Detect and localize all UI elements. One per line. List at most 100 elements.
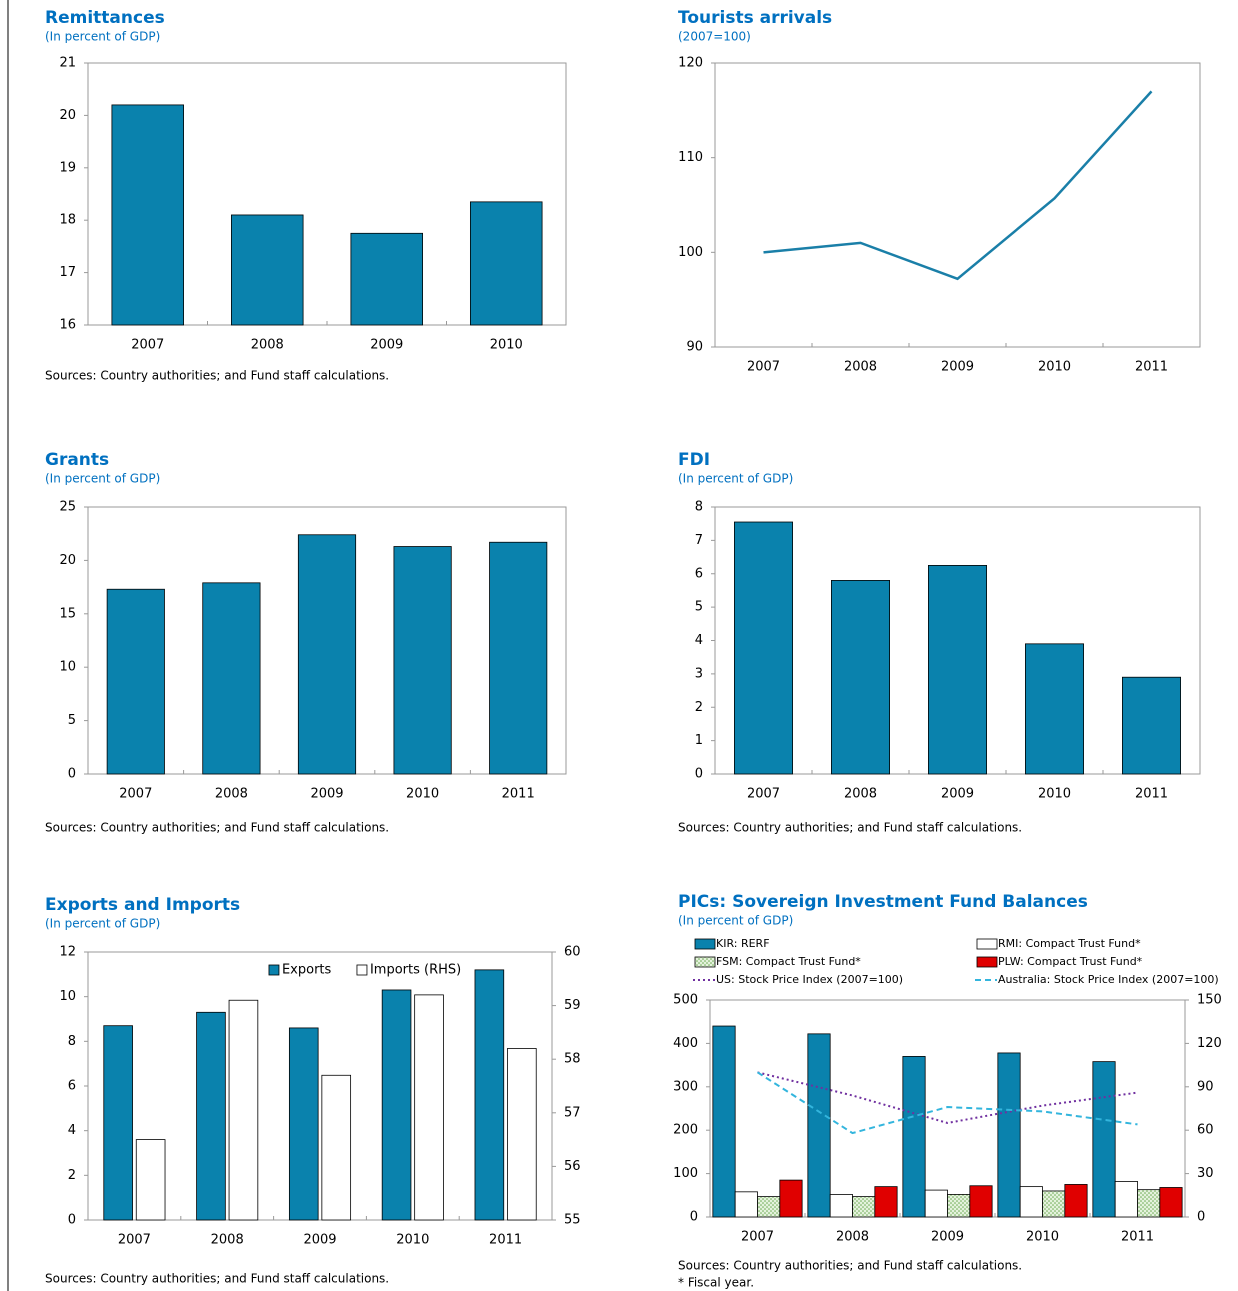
x-tick-label: 2011 (1135, 360, 1168, 375)
x-tick-label: 2010 (1038, 787, 1071, 802)
y-tick-label: 500 (673, 993, 698, 1008)
bar (474, 969, 505, 1221)
y-tick-label: 8 (68, 1034, 76, 1049)
bar (947, 1194, 971, 1218)
chart-title: FDI (678, 450, 710, 470)
y-tick-label: 2 (695, 700, 703, 715)
bar (202, 582, 261, 775)
line (756, 1071, 1138, 1135)
bar (1092, 1061, 1116, 1218)
legend-label: Exports (282, 963, 332, 978)
y-tick-label: 16 (59, 318, 76, 333)
y-tick-label: 6 (695, 566, 703, 581)
y-tick-label: 400 (673, 1036, 698, 1051)
bar (969, 1185, 993, 1218)
x-tick-label: 2007 (118, 1233, 151, 1248)
source-note: Sources: Country authorities; and Fund s… (45, 1272, 389, 1286)
legend-label: Imports (RHS) (370, 963, 461, 978)
chart-subtitle: (In percent of GDP) (678, 472, 793, 486)
legend-label: US: Stock Price Index (2007=100) (716, 973, 903, 986)
footnote: * Fiscal year. (678, 1276, 754, 1290)
y2-tick-label: 0 (1197, 1210, 1205, 1225)
y-tick-label: 100 (678, 245, 703, 260)
y2-tick-label: 120 (1197, 1036, 1222, 1051)
y2-tick-label: 58 (564, 1052, 581, 1067)
y-tick-label: 17 (59, 265, 76, 280)
y-tick-label: 0 (695, 767, 703, 782)
legend-label: KIR: RERF (716, 937, 770, 950)
legend-swatch (356, 964, 368, 976)
legend-swatch (976, 956, 998, 968)
bar (469, 201, 543, 326)
bar (321, 1074, 352, 1221)
y-tick-label: 2 (68, 1168, 76, 1183)
legend-swatch (976, 938, 998, 950)
y2-tick-label: 90 (1197, 1079, 1214, 1094)
y-tick-label: 0 (68, 767, 76, 782)
chart-title: Remittances (45, 8, 165, 28)
bar (712, 1025, 736, 1218)
x-tick-label: 2009 (941, 360, 974, 375)
x-tick-label: 2008 (844, 360, 877, 375)
bar (414, 994, 444, 1221)
y-tick-label: 8 (695, 500, 703, 515)
bar (106, 588, 165, 775)
bar (111, 104, 184, 326)
bar (1122, 676, 1182, 775)
x-tick-label: 2007 (747, 787, 780, 802)
y-tick-label: 25 (59, 500, 76, 515)
bar (393, 546, 452, 775)
y-tick-label: 4 (68, 1123, 76, 1138)
x-tick-label: 2009 (941, 787, 974, 802)
legend-swatch (268, 964, 280, 976)
x-tick-label: 2007 (131, 338, 164, 353)
chart-subtitle: (In percent of GDP) (45, 917, 160, 931)
bar (103, 1025, 133, 1221)
bar (997, 1052, 1021, 1218)
bar (757, 1196, 781, 1218)
y-tick-label: 110 (678, 150, 703, 165)
x-tick-label: 2008 (215, 787, 248, 802)
legend-label: FSM: Compact Trust Fund* (716, 955, 861, 968)
x-tick-label: 2011 (502, 787, 535, 802)
chart-title: Exports and Imports (45, 895, 240, 915)
chart-subtitle: (2007=100) (678, 30, 751, 44)
source-note: Sources: Country authorities; and Fund s… (45, 369, 389, 383)
bar (196, 1011, 226, 1221)
source-note: Sources: Country authorities; and Fund s… (678, 1259, 1022, 1273)
y-tick-label: 7 (695, 533, 703, 548)
y-tick-label: 5 (695, 600, 703, 615)
y-tick-label: 10 (59, 989, 76, 1004)
legend-label: PLW: Compact Trust Fund* (998, 955, 1143, 968)
bar (135, 1139, 166, 1221)
chart-subtitle: (In percent of GDP) (45, 30, 160, 44)
bar (288, 1027, 319, 1221)
x-tick-label: 2010 (1038, 360, 1071, 375)
x-tick-label: 2010 (1026, 1230, 1059, 1245)
x-tick-label: 2007 (747, 360, 780, 375)
x-tick-label: 2008 (836, 1230, 869, 1245)
legend-swatch (694, 956, 716, 968)
bar (734, 521, 794, 775)
bar (852, 1196, 876, 1218)
bar (902, 1056, 926, 1218)
y2-tick-label: 56 (564, 1159, 581, 1174)
x-tick-label: 2007 (741, 1230, 774, 1245)
bar (507, 1048, 537, 1221)
x-tick-label: 2009 (303, 1233, 336, 1248)
y-tick-label: 10 (59, 660, 76, 675)
y-tick-label: 15 (59, 606, 76, 621)
chart-subtitle: (In percent of GDP) (678, 914, 793, 928)
line (763, 90, 1153, 281)
y-tick-label: 5 (68, 713, 76, 728)
y-tick-label: 20 (59, 553, 76, 568)
bar (1137, 1189, 1161, 1218)
y-tick-label: 100 (673, 1166, 698, 1181)
y-tick-label: 12 (59, 945, 76, 960)
bar (350, 232, 423, 326)
bar (928, 565, 988, 775)
plot-frame (714, 62, 1201, 348)
y2-tick-label: 59 (564, 998, 581, 1013)
